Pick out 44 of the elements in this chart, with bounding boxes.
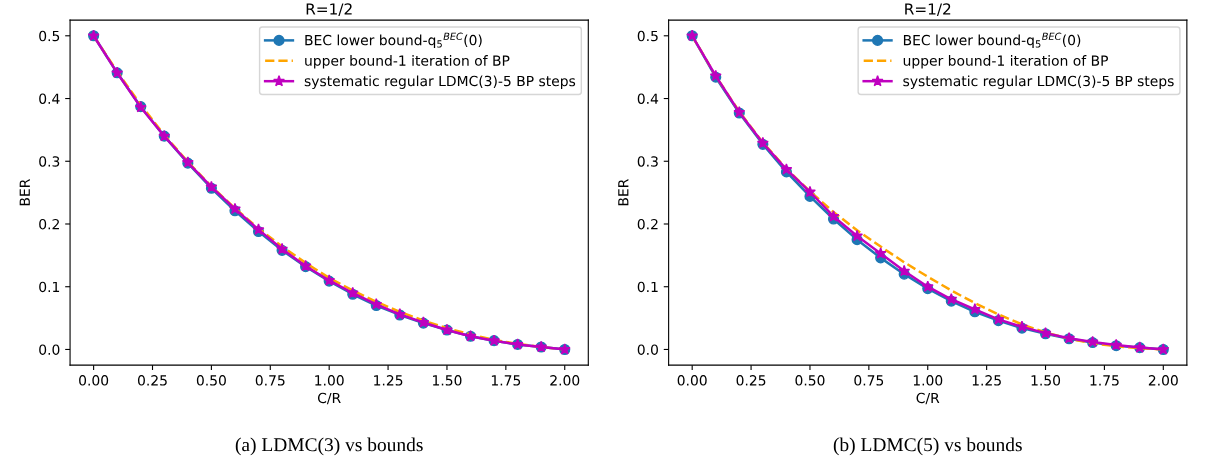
legend-label: upper bound-1 iteration of BP [305, 55, 510, 69]
y-tick-label: 0.4 [39, 93, 60, 104]
y-tick-label: 0.1 [637, 281, 658, 293]
legend-label: upper bound-1 iteration of BP [903, 55, 1109, 69]
x-tick-label: 1.75 [1090, 375, 1119, 386]
x-tick-label: 1.25 [374, 375, 403, 386]
y-tick-label: 0.3 [637, 156, 658, 167]
x-tick-label: 0.00 [677, 375, 707, 386]
legend-label: systematic regular LDMC(3)-5 BP steps [304, 75, 576, 89]
y-tick-label: 0.5 [39, 30, 60, 42]
chart-title: R=1/2 [306, 3, 352, 16]
x-tick-label: 1.50 [1031, 375, 1061, 386]
x-tick-label: 1.00 [913, 375, 943, 386]
y-tick-label: 0.2 [39, 218, 59, 230]
y-tick-label: 0.2 [637, 218, 658, 230]
x-tick-label: 0.00 [79, 375, 109, 386]
x-tick-label: 0.50 [795, 375, 825, 386]
x-tick-label: 1.50 [433, 375, 462, 386]
chart-title: R=1/2 [905, 3, 951, 16]
y-tick-label: 0.5 [637, 30, 658, 42]
text: (a) LDMC(3) vs bounds [235, 437, 423, 456]
y-tick-label: 0.0 [39, 344, 60, 355]
x-tick-label: 0.25 [137, 375, 167, 386]
y-tick-label: 0.4 [637, 93, 659, 104]
x-tick-label: 2.00 [550, 375, 580, 386]
y-axis-title: BER [618, 179, 629, 206]
legend-label: BEC lower bound-q$_{5}$$^{BEC}$(0) [305, 32, 482, 49]
x-tick-label: 1.25 [972, 375, 1001, 386]
x-tick-label: 0.50 [196, 375, 226, 386]
y-tick-label: 0.0 [637, 344, 658, 355]
x-tick-label: 2.00 [1148, 375, 1178, 386]
text: (b) LDMC(5) vs bounds [833, 437, 1022, 456]
x-tick-label: 0.25 [736, 375, 766, 386]
y-tick-label: 0.1 [39, 281, 60, 293]
legend-label: systematic regular LDMC(3)-5 BP steps [903, 75, 1174, 89]
x-tick-label: 1.75 [491, 375, 521, 386]
x-tick-label: 1.00 [315, 375, 344, 386]
legend-label: BEC lower bound-q$_{5}$$^{BEC}$(0) [903, 32, 1081, 49]
y-tick-label: 0.3 [39, 156, 60, 167]
x-tick-label: 0.75 [854, 375, 884, 386]
x-axis-title: C/R [916, 392, 940, 405]
y-axis-title: BER [19, 179, 30, 206]
x-tick-label: 0.75 [255, 375, 285, 386]
x-axis-title: C/R [317, 392, 341, 405]
